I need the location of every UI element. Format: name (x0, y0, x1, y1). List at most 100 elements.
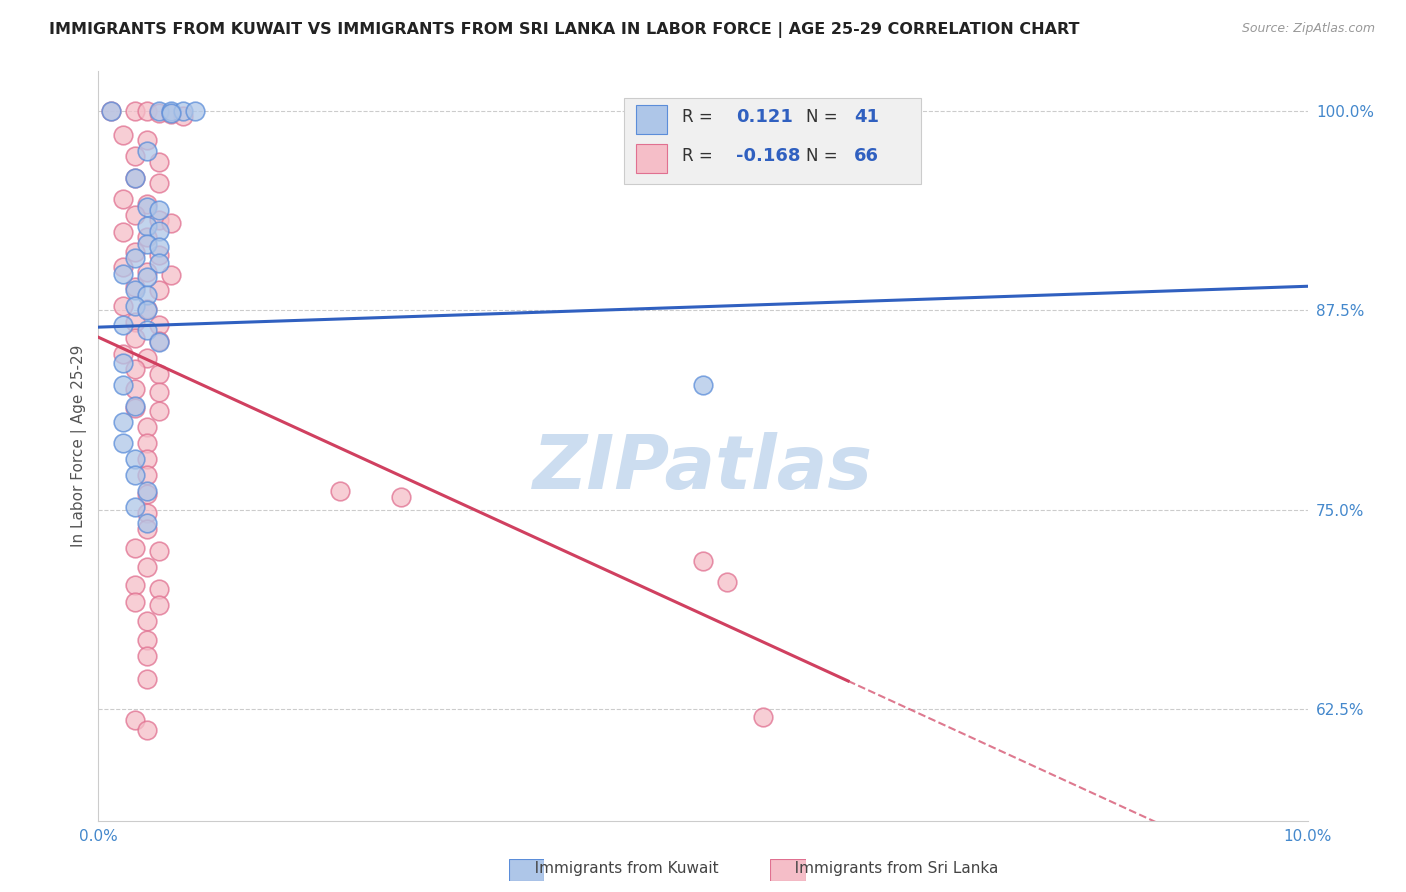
Point (124, 577, 146, 591)
Point (135, 351, 157, 366)
Point (111, 435, 134, 450)
Bar (637, 105, 666, 134)
Point (124, 171, 146, 186)
Point (135, 672, 157, 686)
Point (148, 582, 170, 597)
Point (111, 267, 134, 281)
Point (148, 318, 170, 332)
Point (124, 279, 146, 293)
Point (172, 104, 194, 119)
Point (124, 399, 146, 413)
Point (148, 248, 170, 262)
Point (148, 202, 170, 217)
Text: Immigrants from Sri Lanka: Immigrants from Sri Lanka (780, 861, 998, 876)
Point (135, 467, 157, 482)
Point (135, 219, 157, 233)
Point (135, 270, 157, 285)
Point (124, 171, 146, 186)
Text: R =: R = (682, 147, 713, 165)
Point (148, 240, 170, 254)
Point (148, 255, 170, 269)
Point (100, 104, 122, 119)
Text: 41: 41 (855, 108, 879, 126)
Point (148, 368, 170, 382)
Point (389, 490, 412, 504)
Point (124, 251, 146, 265)
Point (135, 615, 157, 629)
Point (124, 244, 146, 259)
Text: IMMIGRANTS FROM KUWAIT VS IMMIGRANTS FROM SRI LANKA IN LABOR FORCE | AGE 25-29 C: IMMIGRANTS FROM KUWAIT VS IMMIGRANTS FRO… (49, 22, 1080, 38)
Point (160, 107, 183, 121)
Point (148, 404, 170, 418)
Point (135, 560, 157, 574)
Point (148, 224, 170, 238)
Point (135, 435, 157, 450)
Point (148, 105, 170, 120)
FancyBboxPatch shape (624, 97, 921, 184)
Point (135, 522, 157, 536)
Point (124, 713, 146, 727)
Point (124, 382, 146, 396)
Point (135, 196, 157, 211)
Text: Immigrants from Kuwait: Immigrants from Kuwait (520, 861, 718, 876)
Point (148, 599, 170, 613)
Point (135, 487, 157, 501)
Point (752, 710, 775, 724)
Point (111, 346, 134, 360)
Point (135, 323, 157, 337)
Point (160, 268, 183, 283)
Text: 0.121: 0.121 (735, 108, 793, 126)
Point (135, 516, 157, 530)
Point (100, 104, 122, 119)
Point (160, 104, 183, 119)
Point (172, 109, 194, 123)
Point (124, 595, 146, 609)
Point (124, 401, 146, 415)
Point (135, 633, 157, 648)
Text: -0.168: -0.168 (735, 147, 800, 165)
Point (135, 723, 157, 737)
Point (111, 318, 134, 332)
Bar (637, 144, 666, 172)
Point (124, 283, 146, 297)
Point (124, 330, 146, 344)
Point (135, 303, 157, 318)
Text: R =: R = (682, 108, 713, 126)
Point (135, 104, 157, 119)
Point (148, 544, 170, 558)
Text: N =: N = (806, 147, 838, 165)
Point (184, 104, 207, 119)
Point (329, 483, 352, 498)
Text: Source: ZipAtlas.com: Source: ZipAtlas.com (1241, 22, 1375, 36)
Point (148, 335, 170, 350)
Point (111, 260, 134, 275)
Point (135, 301, 157, 316)
Point (135, 506, 157, 520)
Point (160, 216, 183, 230)
Point (124, 500, 146, 514)
Y-axis label: In Labor Force | Age 25-29: In Labor Force | Age 25-29 (72, 345, 87, 547)
Point (148, 283, 170, 297)
Point (111, 356, 134, 370)
Point (148, 155, 170, 169)
Point (124, 104, 146, 119)
Point (148, 176, 170, 190)
Point (135, 451, 157, 466)
Point (692, 554, 714, 568)
Text: N =: N = (806, 108, 838, 126)
Point (135, 200, 157, 214)
Text: ZIPatlas: ZIPatlas (533, 432, 873, 505)
Point (135, 649, 157, 664)
Point (124, 467, 146, 482)
Point (124, 208, 146, 222)
Point (716, 574, 738, 589)
Point (135, 230, 157, 244)
Point (124, 451, 146, 466)
Point (135, 144, 157, 158)
Point (111, 226, 134, 240)
Point (124, 315, 146, 329)
Point (148, 212, 170, 227)
Point (111, 299, 134, 313)
Point (111, 415, 134, 429)
Point (135, 483, 157, 498)
